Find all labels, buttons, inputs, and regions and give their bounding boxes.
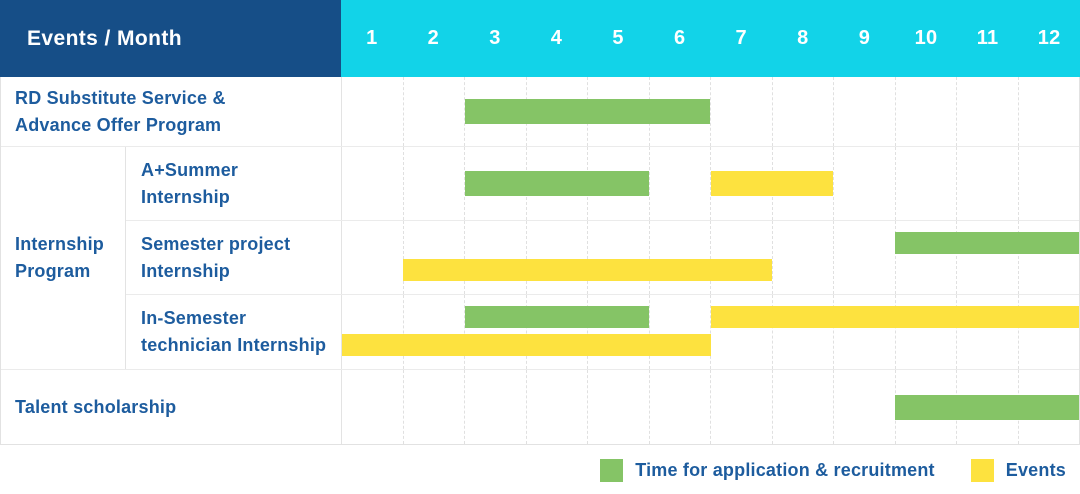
gantt-bar-event [342, 334, 711, 356]
gantt-bar-application [464, 171, 650, 196]
label-line: technician Internship [141, 335, 327, 355]
label-line: In-Semester [141, 308, 247, 328]
legend-label: Events [1005, 460, 1066, 480]
gantt-row: In-Semester technician Internship [126, 295, 1079, 369]
legend-item-event: Events [970, 459, 1066, 482]
table-body: RD Substitute Service & Advance Offer Pro… [0, 77, 1080, 445]
legend-swatch-application [600, 459, 624, 482]
gantt-bar-application [894, 232, 1079, 254]
month-label-5: 5 [612, 27, 624, 49]
row-timeline [342, 221, 1079, 294]
gantt-row: A+Summer Internship [126, 147, 1079, 221]
legend-label: Time for application & recruitment [635, 460, 935, 480]
legend: Time for application & recruitment Events [0, 459, 1080, 482]
month-label-8: 8 [797, 27, 809, 49]
gantt-row: RD Substitute Service & Advance Offer Pro… [1, 77, 1079, 147]
label-line: Internship [141, 186, 231, 207]
row-label: In-Semester technician Internship [126, 295, 342, 369]
label-line: Talent scholarship [15, 396, 177, 417]
label-line: Semester project [141, 233, 291, 254]
gantt-row: Talent scholarship [1, 370, 1079, 444]
month-gridlines [342, 77, 1079, 146]
month-label-10: 10 [914, 27, 938, 49]
legend-item-application: Time for application & recruitment [600, 459, 935, 482]
month-gridlines [342, 295, 1079, 369]
row-label: Semester project Internship [126, 221, 342, 294]
gantt-bar-application [894, 394, 1079, 420]
label-line: RD Substitute Service & [15, 87, 226, 108]
month-label-3: 3 [489, 27, 501, 49]
label-line: Program [15, 261, 91, 281]
month-label-2: 2 [427, 27, 440, 49]
row-label: RD Substitute Service & Advance Offer Pro… [1, 77, 342, 146]
label-line: Advance Offer Program [15, 114, 222, 135]
month-gridlines [342, 221, 1079, 294]
label-line: Internship [141, 260, 231, 281]
row-label: Talent scholarship [1, 370, 342, 444]
month-header-row: 1 2 3 4 5 6 7 8 9 10 11 12 [341, 0, 1080, 77]
legend-swatch-event [970, 459, 994, 482]
month-label-6: 6 [673, 27, 686, 49]
table-corner-header: Events / Month [0, 0, 341, 77]
row-label: A+Summer Internship [126, 147, 342, 220]
group-rows: A+Summer Internship Semester project Intern… [126, 147, 1079, 369]
row-timeline [342, 295, 1079, 369]
month-label-11: 11 [976, 27, 999, 49]
gantt-bar-application [464, 306, 650, 328]
gantt-row: Semester project Internship [126, 221, 1079, 295]
table-header-row: Events / Month 1 2 3 4 5 6 7 8 9 10 11 12 [0, 0, 1080, 77]
month-label-4: 4 [550, 27, 563, 49]
row-timeline [342, 147, 1079, 220]
month-label-7: 7 [735, 27, 747, 49]
gantt-bar-event [710, 306, 1079, 328]
row-timeline [342, 370, 1079, 444]
corner-title: Events / Month [27, 26, 182, 50]
gantt-bar-application [464, 99, 711, 124]
label-line: A+Summer [141, 159, 239, 180]
group-label: Internship Program [1, 147, 126, 369]
month-label-1: 1 [366, 27, 378, 49]
gantt-row-group: Internship Program A+Summer Internship Semes… [1, 147, 1079, 370]
gantt-bar-event [403, 259, 772, 281]
month-label-12: 12 [1037, 27, 1061, 49]
gantt-bar-event [710, 171, 834, 196]
row-timeline [342, 77, 1079, 146]
month-label-9: 9 [858, 27, 871, 49]
label-line: Internship [15, 234, 105, 254]
